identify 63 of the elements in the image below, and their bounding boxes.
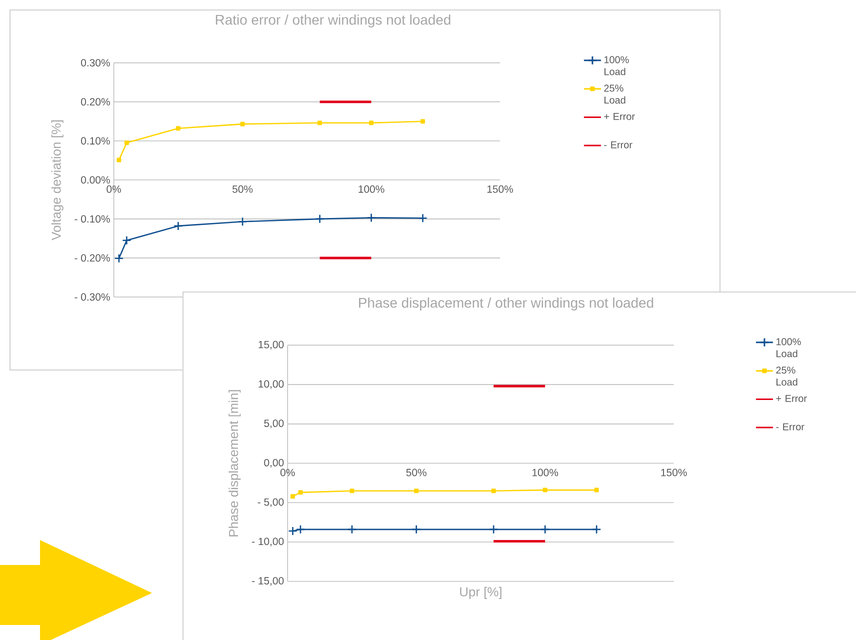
point [174, 221, 183, 231]
point [122, 236, 132, 246]
point [592, 524, 602, 534]
legend-label: - Error [604, 141, 632, 148]
y-tick-label: 0,00 [264, 458, 284, 468]
point [414, 488, 419, 494]
point [315, 214, 324, 224]
chart-title: Phase displacement / other windings not loaded [359, 298, 654, 310]
y-tick-label: - 15,00 [252, 577, 284, 586]
y-tick-label: 0.30% [81, 59, 110, 66]
legend-label: - Error [776, 423, 804, 430]
y-axis-title: Phase displacement [min] [228, 390, 241, 536]
x-tick-label: 0% [280, 468, 295, 476]
legend-label: 25% Load [776, 366, 798, 386]
chart-title: Ratio error / other windings not loaded [216, 14, 450, 28]
legend-label: 25% Load [604, 84, 626, 104]
point [488, 524, 498, 534]
point [176, 126, 180, 131]
x-tick-label: 150% [661, 468, 687, 476]
point [412, 524, 421, 534]
point [298, 490, 303, 495]
point [542, 488, 548, 492]
point [124, 140, 129, 146]
y-tick-label: - 0.30% [74, 293, 110, 301]
y-axis-title: Voltage deviation [%] [51, 120, 64, 240]
x-axis-title: Upr [%] [460, 586, 502, 599]
x-tick-label: 50% [232, 185, 253, 193]
y-tick-label: 5,00 [264, 420, 284, 428]
point [240, 122, 245, 126]
x-tick-label: 50% [406, 468, 426, 476]
x-tick-label: 100% [358, 185, 384, 193]
point [288, 526, 298, 536]
y-tick-label: 10,00 [258, 380, 284, 389]
x-tick-label: 150% [487, 185, 514, 193]
point [347, 524, 357, 534]
point [540, 524, 550, 534]
x-tick-label: 0% [106, 185, 121, 193]
y-tick-label: - 5,00 [258, 498, 284, 507]
y-tick-label: 0.20% [81, 98, 110, 106]
point [594, 488, 599, 492]
point [116, 158, 122, 162]
y-tick-label: - 0.20% [74, 254, 110, 262]
x-tick-label: 100% [532, 468, 558, 476]
point [369, 120, 374, 126]
y-tick-label: 0.10% [81, 137, 110, 145]
point [318, 120, 322, 126]
y-tick-label: 15,00 [258, 340, 284, 350]
point [418, 213, 428, 223]
point [420, 119, 426, 124]
y-tick-label: 0.00% [81, 176, 110, 184]
point [296, 524, 306, 534]
point [238, 217, 248, 226]
y-tick-label: - 10,00 [252, 538, 284, 546]
legend-label: 100% Load [604, 56, 629, 76]
legend-label: + Error [776, 395, 807, 402]
point [350, 488, 354, 494]
legend-label: 100% Load [776, 338, 801, 358]
y-tick-label: - 0.10% [74, 215, 110, 223]
point [290, 494, 296, 499]
point [114, 254, 124, 263]
point [491, 488, 496, 494]
legend-label: + Error [604, 113, 635, 120]
point [366, 213, 376, 222]
